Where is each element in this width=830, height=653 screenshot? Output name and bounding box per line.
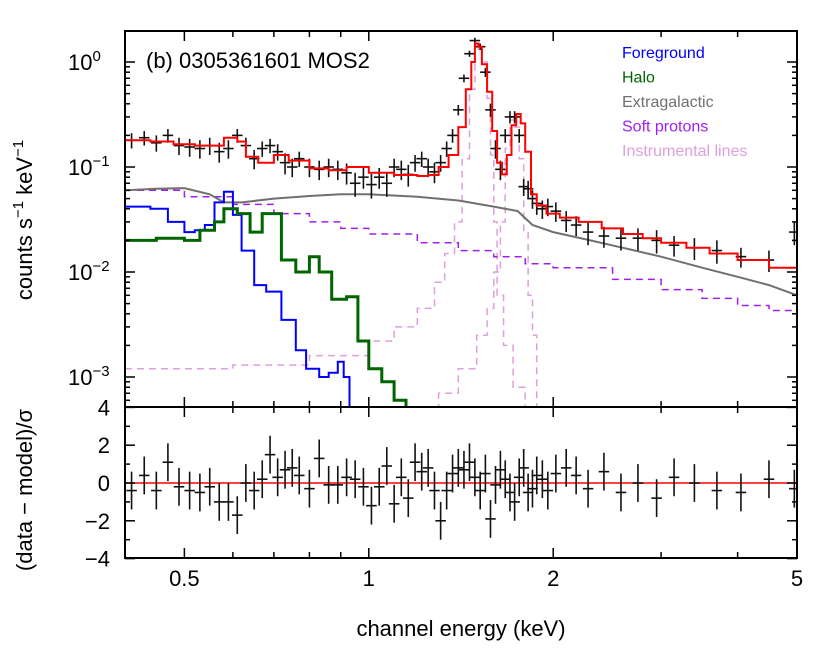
y-axis-title-residuals: (data − model)/σ <box>12 409 37 572</box>
axes: 0.5 1 2 5 100 10−1 10−2 10−3 4 2 0 −2 −4 <box>68 30 803 591</box>
x-tick-label: 0.5 <box>169 566 200 591</box>
x-tick-label: 2 <box>547 566 559 591</box>
series-instrumental-lines-si-k- <box>437 119 538 407</box>
y-axis-title-spectrum: counts s−1 keV−1 <box>10 140 37 300</box>
panel-title: (b) 0305361601 MOS2 <box>146 48 370 73</box>
y-tick-label: 100 <box>68 48 101 75</box>
legend-item: Halo <box>622 70 655 87</box>
y-tick-label: 2 <box>98 433 110 458</box>
y-tick-label: −2 <box>85 509 110 534</box>
residual-points <box>126 435 797 540</box>
x-tick-label: 1 <box>363 566 375 591</box>
y-tick-label: 10−1 <box>68 153 110 180</box>
series-soft-protons <box>125 189 797 317</box>
legend-item: Foreground <box>622 45 705 62</box>
x-tick-label: 5 <box>791 566 803 591</box>
y-axis-titles: counts s−1 keV−1 (data − model)/σ <box>10 140 37 571</box>
y-tick-label: 4 <box>98 395 110 420</box>
data-points <box>126 37 797 272</box>
y-tick-label: 10−3 <box>68 363 110 390</box>
y-tick-label: 10−2 <box>68 258 110 285</box>
series-foreground <box>125 190 351 407</box>
legend: Foreground Halo Extragalactic Soft protons I… <box>622 45 747 160</box>
spectrum-panel <box>125 37 797 407</box>
y-tick-label: −4 <box>85 547 110 572</box>
series-extragalactic <box>125 187 797 297</box>
series-halo <box>125 207 408 407</box>
legend-item: Soft protons <box>622 119 708 136</box>
residuals-panel <box>125 435 797 540</box>
legend-item: Instrumental lines <box>622 143 747 160</box>
series-instrumental-lines-al-k- <box>125 45 526 407</box>
legend-item: Extragalactic <box>622 94 714 111</box>
x-axis-title: channel energy (keV) <box>356 616 565 641</box>
y-tick-label: 0 <box>98 471 110 496</box>
series-total-model <box>125 42 797 277</box>
